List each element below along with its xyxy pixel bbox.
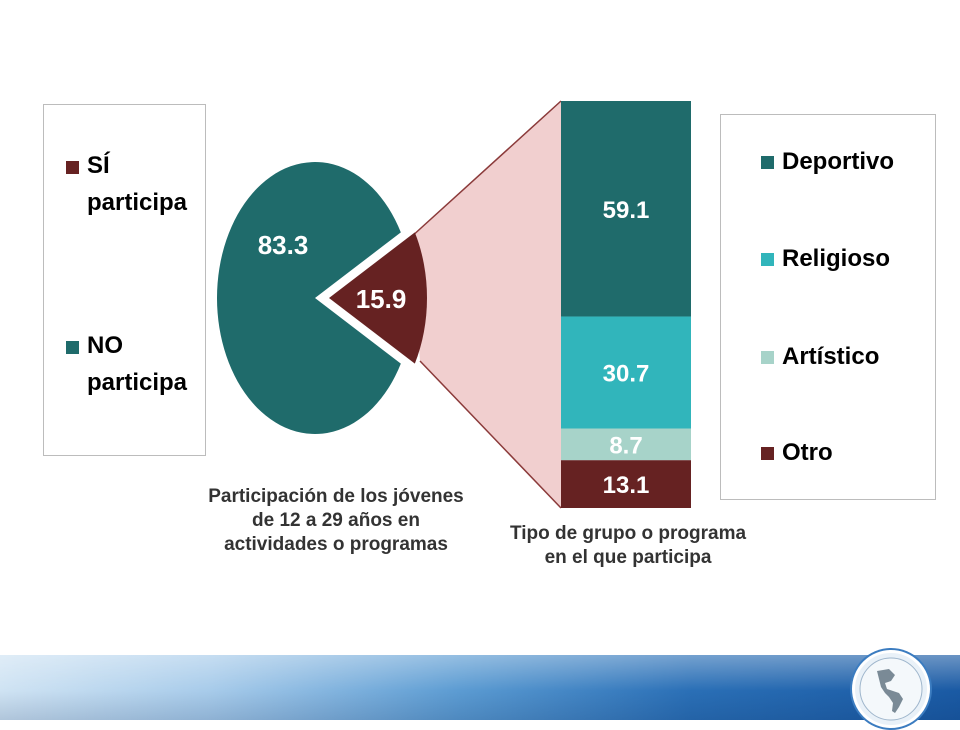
legend-item-religioso: Religioso	[761, 240, 890, 277]
legend-swatch-artistico	[761, 351, 774, 364]
bar-segment-otro	[561, 460, 691, 508]
pie-label-no-participa: 83.3	[258, 230, 309, 260]
bar-label-otro: 13.1	[603, 472, 650, 499]
bar-label-religioso: 30.7	[603, 361, 650, 388]
legend-item-artistico: Artístico	[761, 338, 879, 375]
pie-slice-si-participa	[329, 232, 427, 364]
legend-label-religioso: Religioso	[782, 245, 891, 272]
legend-item-no-participa: NO participa	[66, 327, 197, 401]
stacked-bar-chart: 59.1 30.7 8.7 13.1	[561, 101, 691, 508]
pie-caption: Participación de los jóvenes de 12 a 29 …	[208, 486, 464, 555]
bar-segment-deportivo	[561, 101, 691, 317]
pie-slice-no-participa	[216, 161, 401, 434]
bar-legend: Deportivo Religioso Artístico Otro	[720, 114, 936, 500]
legend-label-no: NO participa	[87, 332, 188, 396]
legend-swatch-deportivo	[761, 156, 774, 169]
zoom-connector-top-line	[409, 100, 562, 239]
legend-swatch-religioso	[761, 253, 774, 266]
americas-map-icon	[859, 657, 923, 721]
pie-chart: 83.3 15.9	[216, 161, 427, 434]
bar-label-artistico: 8.7	[609, 432, 642, 459]
legend-item-deportivo: Deportivo	[761, 143, 894, 180]
zoom-connector-bottom-line	[419, 360, 562, 509]
legend-swatch-no	[66, 341, 79, 354]
bar-segment-religioso	[561, 316, 691, 429]
bar-caption: Tipo de grupo o programa en el que parti…	[509, 523, 747, 568]
footer-shine	[0, 655, 960, 720]
bar-segment-artistico	[561, 428, 691, 461]
legend-item-si-participa: SÍ participa	[66, 147, 197, 221]
legend-label-artistico: Artístico	[782, 343, 880, 370]
legend-item-otro: Otro	[761, 434, 833, 471]
bar-label-deportivo: 59.1	[603, 197, 650, 224]
legend-label-deportivo: Deportivo	[782, 148, 895, 175]
legend-label-otro: Otro	[782, 439, 833, 466]
pie-label-si-participa: 15.9	[356, 284, 407, 314]
americas-map-logo	[852, 650, 930, 728]
footer-band	[0, 655, 960, 720]
pie-legend: SÍ participa NO participa	[43, 104, 206, 456]
zoom-connector-area	[410, 101, 561, 508]
legend-swatch-otro	[761, 447, 774, 460]
legend-label-si: SÍ participa	[87, 152, 188, 216]
legend-swatch-si	[66, 161, 79, 174]
